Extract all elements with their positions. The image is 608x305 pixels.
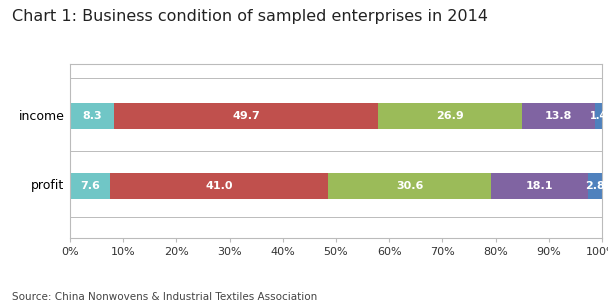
Bar [595, 103, 603, 129]
Text: 26.9: 26.9 [436, 111, 464, 121]
Bar [378, 103, 522, 129]
Text: 41.0: 41.0 [206, 181, 233, 191]
Text: 13.8: 13.8 [545, 111, 572, 121]
Text: 2.8: 2.8 [585, 181, 605, 191]
Text: 30.6: 30.6 [396, 181, 424, 191]
Bar [587, 173, 603, 199]
Bar [522, 103, 595, 129]
Bar [111, 173, 328, 199]
Text: Source: China Nonwovens & Industrial Textiles Association: Source: China Nonwovens & Industrial Tex… [12, 292, 317, 302]
Bar [70, 173, 111, 199]
Bar [328, 173, 491, 199]
Text: 8.3: 8.3 [82, 111, 102, 121]
Text: 1.4: 1.4 [590, 111, 607, 121]
Bar [491, 173, 587, 199]
Bar [114, 103, 378, 129]
Text: Chart 1: Business condition of sampled enterprises in 2014: Chart 1: Business condition of sampled e… [12, 9, 488, 24]
Text: 7.6: 7.6 [80, 181, 100, 191]
Bar [70, 103, 114, 129]
Text: 49.7: 49.7 [232, 111, 260, 121]
Text: 18.1: 18.1 [526, 181, 553, 191]
